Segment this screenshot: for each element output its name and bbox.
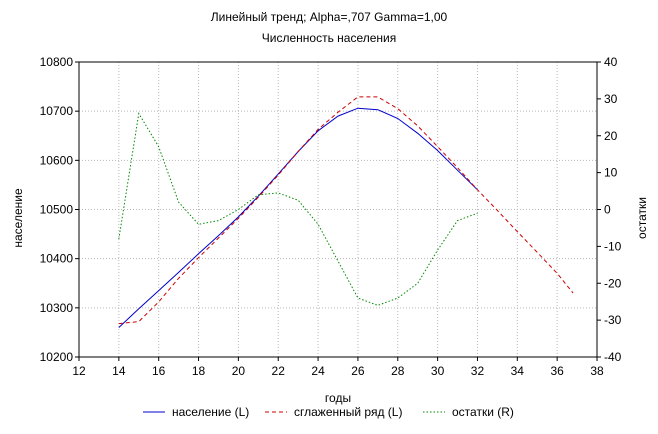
x-tick-label: 32 <box>471 364 485 378</box>
x-tick-label: 30 <box>431 364 445 378</box>
x-tick-label: 12 <box>72 364 86 378</box>
x-tick-label: 20 <box>232 364 246 378</box>
series-lines <box>118 96 574 328</box>
legend-label-3: остатки (R) <box>452 405 514 419</box>
y-right-tick-label: 30 <box>604 92 618 106</box>
y-right-tick-label: 20 <box>604 129 618 143</box>
y-axis-right-ticks: -40 -30 -20 -10 0 10 20 30 40 <box>597 55 622 364</box>
series-line-2 <box>118 96 574 325</box>
legend-label-2: сглаженный ряд (L) <box>294 405 402 419</box>
legend-label-1: население (L) <box>172 405 249 419</box>
y-left-tick-label: 10500 <box>40 203 74 217</box>
chart-subtitle: Численность населения <box>262 31 396 45</box>
y-left-tick-label: 10300 <box>40 301 74 315</box>
x-axis-ticks: 12 14 16 18 20 22 24 26 28 30 32 34 36 38 <box>72 357 604 378</box>
y-right-tick-label: -10 <box>604 239 622 253</box>
y-axis-right-title: остатки <box>635 197 649 239</box>
y-right-tick-label: -20 <box>604 276 622 290</box>
series-line-1 <box>118 107 478 328</box>
x-tick-label: 36 <box>550 364 564 378</box>
x-tick-label: 24 <box>311 364 325 378</box>
series-line-3 <box>118 112 478 306</box>
chart-title: Линейный тренд; Alpha=,707 Gamma=1,00 <box>211 10 448 24</box>
x-tick-label: 34 <box>511 364 525 378</box>
y-left-tick-label: 10800 <box>40 55 74 69</box>
x-tick-label: 28 <box>391 364 405 378</box>
x-tick-label: 38 <box>590 364 604 378</box>
y-left-tick-label: 10700 <box>40 104 74 118</box>
y-right-tick-label: -40 <box>604 350 622 364</box>
y-right-tick-label: 10 <box>604 166 618 180</box>
legend: население (L) сглаженный ряд (L) остатки (… <box>143 405 514 419</box>
x-tick-label: 16 <box>152 364 166 378</box>
y-left-tick-label: 10600 <box>40 153 74 167</box>
y-axis-left-title: население <box>11 188 25 248</box>
y-left-tick-label: 10400 <box>40 252 74 266</box>
x-tick-label: 26 <box>351 364 365 378</box>
x-tick-label: 18 <box>192 364 206 378</box>
y-right-tick-label: 0 <box>604 203 611 217</box>
x-axis-title: годы <box>325 391 351 405</box>
x-tick-label: 22 <box>272 364 286 378</box>
y-right-tick-label: 40 <box>604 55 618 69</box>
y-left-tick-label: 10200 <box>40 350 74 364</box>
title-area: Линейный тренд; Alpha=,707 Gamma=1,00 Чи… <box>211 10 448 45</box>
y-right-tick-label: -30 <box>604 313 622 327</box>
grid <box>78 61 598 358</box>
x-tick-label: 14 <box>112 364 126 378</box>
y-axis-left-ticks: 10200 10300 10400 10500 10600 10700 10800 <box>40 55 79 364</box>
